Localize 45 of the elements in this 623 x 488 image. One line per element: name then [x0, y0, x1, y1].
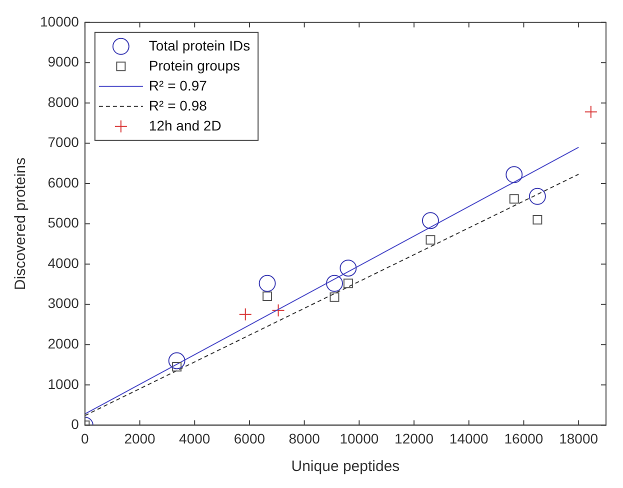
- point: [584, 105, 598, 118]
- y-tick-label: 1000: [48, 376, 80, 392]
- y-tick-label: 0: [71, 416, 80, 432]
- x-tick-label: 16000: [504, 430, 544, 446]
- point: [509, 194, 519, 204]
- legend-label: 12h and 2D: [148, 117, 222, 134]
- point: [422, 212, 439, 230]
- point: [426, 235, 436, 245]
- y-tick-label: 3000: [48, 295, 80, 312]
- legend-label: Protein groups: [148, 57, 240, 74]
- y-tick-label: 9000: [48, 54, 80, 70]
- x-tick-label: 8000: [288, 430, 320, 446]
- y-tick-label: 8000: [48, 94, 80, 110]
- point: [272, 304, 285, 317]
- legend-label: Total protein IDs: [148, 37, 250, 54]
- y-tick-label: 2000: [48, 336, 80, 352]
- x-tick-label: 14000: [449, 430, 489, 446]
- x-tick-label: 4000: [179, 430, 210, 446]
- y-tick-label: 5000: [48, 214, 80, 231]
- point: [258, 274, 276, 292]
- legend-label: R² = 0.97: [148, 77, 208, 94]
- x-tick-label: 6000: [234, 430, 266, 446]
- x-axis-title: Unique peptides: [291, 458, 400, 476]
- point: [326, 274, 343, 292]
- y-tick-label: 10000: [40, 13, 80, 30]
- point: [168, 352, 186, 370]
- point: [532, 215, 542, 225]
- point: [262, 292, 272, 302]
- y-tick-label: 6000: [48, 174, 80, 190]
- point: [238, 308, 252, 321]
- point: [340, 260, 357, 277]
- point: [172, 362, 182, 372]
- point: [330, 292, 340, 302]
- y-tick-label: 7000: [48, 134, 80, 150]
- point: [528, 188, 546, 205]
- x-tick-label: 2000: [124, 430, 156, 446]
- point: [343, 278, 353, 288]
- point: [506, 166, 523, 184]
- y-axis-title: Discovered proteins: [12, 158, 30, 290]
- x-tick-label: 12000: [394, 430, 434, 446]
- x-tick-label: 0: [81, 430, 90, 446]
- x-tick-label: 18000: [559, 430, 598, 446]
- legend-label: R² = 0.98: [148, 97, 208, 114]
- y-tick-label: 4000: [48, 254, 80, 271]
- x-tick-label: 10000: [340, 430, 379, 446]
